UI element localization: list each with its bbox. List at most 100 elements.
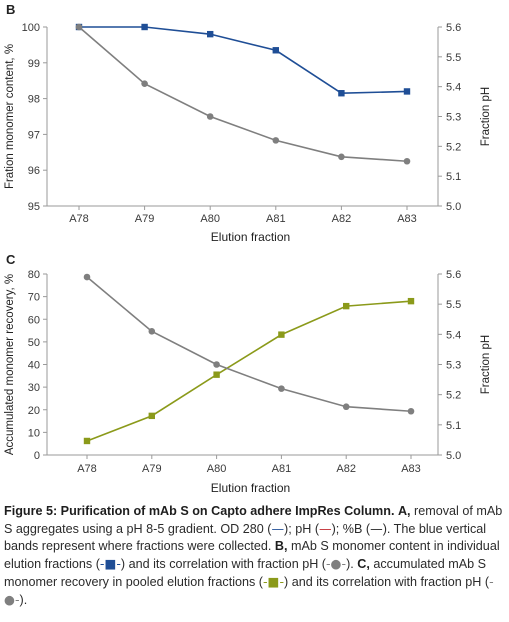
panel-c-series-1-point bbox=[213, 371, 220, 378]
panel-c-series-1-point bbox=[148, 412, 155, 420]
panel-c-right-tick-label: 5.4 bbox=[446, 329, 461, 341]
panel-b-left-tick-label: 99 bbox=[28, 58, 40, 70]
caption-part-b-text2: ) and its correlation with fraction pH ( bbox=[120, 557, 326, 571]
panel-b-series-1-point bbox=[403, 88, 411, 95]
panel-b-x-tick-label: A79 bbox=[135, 213, 155, 225]
panel-c-left-tick-label: 40 bbox=[28, 360, 40, 372]
pctb-dash: — bbox=[370, 521, 383, 536]
panel-b-series-2-point bbox=[141, 80, 148, 87]
panel-b-series-2-point bbox=[403, 157, 411, 165]
panel-b-left-tick-label: 96 bbox=[28, 165, 40, 177]
caption-part-a-label: A, bbox=[397, 504, 411, 518]
panel-c-x-axis-title: Elution fraction bbox=[211, 481, 290, 495]
caption-part-b-text3: ). bbox=[346, 557, 354, 571]
panel-b-series-2-line bbox=[78, 26, 408, 163]
caption-title: Figure 5: Purification of mAb S on Capto… bbox=[4, 504, 395, 518]
panel-b-right-tick-label: 5.1 bbox=[446, 171, 461, 183]
panel-c-left-tick-label: 70 bbox=[28, 292, 40, 304]
panel-c-series-2-point bbox=[148, 328, 156, 335]
panel-b-series-1-point bbox=[141, 23, 148, 31]
blue-square-marker-symbol: -■- bbox=[99, 556, 121, 571]
panel-c-right-tick-label: 5.6 bbox=[446, 269, 461, 281]
caption-sep: ); pH ( bbox=[284, 522, 320, 536]
panel-c-right-tick-label: 5.2 bbox=[446, 390, 461, 402]
panel-c-series-1-point bbox=[407, 297, 415, 305]
caption-sep: ). bbox=[382, 522, 391, 536]
panel-b-x-axis-title: Elution fraction bbox=[211, 230, 290, 244]
panel-c-x-tick-label: A79 bbox=[142, 463, 162, 475]
panel-c-right-tick-label: 5.1 bbox=[446, 420, 461, 432]
caption-part-c-label: C, bbox=[357, 557, 370, 571]
figure-caption: Figure 5: Purification of mAb S on Capto… bbox=[4, 503, 505, 609]
panel-b-series-1-line bbox=[79, 26, 408, 95]
panel-b-right-tick-label: 5.3 bbox=[446, 112, 461, 124]
panel-c-x-tick-label: A81 bbox=[272, 463, 292, 475]
panel-c-left-tick-label: 10 bbox=[28, 427, 40, 439]
panel-c-left-axis-title: Accumulated monomer recovery, % bbox=[4, 274, 16, 455]
panel-b-left-tick-label: 98 bbox=[28, 94, 40, 106]
caption-part-a-text: removal of mAb S aggregates using a pH 8… bbox=[4, 504, 503, 536]
panel-b-left-tick-label: 95 bbox=[28, 201, 40, 213]
caption-part-c-text3: ). bbox=[19, 593, 28, 607]
panel-c-left-tick-label: 80 bbox=[28, 269, 40, 281]
panel-c-right-axis-title: Fraction pH bbox=[480, 335, 492, 394]
panel-c-left-tick-label: 0 bbox=[34, 450, 40, 462]
panel-c-x-tick-label: A82 bbox=[336, 463, 356, 475]
panel-b-right-tick-label: 5.0 bbox=[446, 201, 461, 213]
panel-b-left-tick-label: 97 bbox=[28, 129, 40, 141]
panel-b-left-axis-title: Fration monomer content, % bbox=[4, 44, 16, 189]
panel-c-x-tick-label: A83 bbox=[401, 463, 421, 475]
caption-part-c-text: accumulated mAb S monomer recovery in po… bbox=[4, 557, 487, 589]
grey-circle-marker-symbol: -●- bbox=[4, 574, 494, 607]
panel-b-series-1-point bbox=[272, 47, 279, 54]
panel-b-x-tick-label: A82 bbox=[332, 213, 352, 225]
panel-c-right-tick-label: 5.3 bbox=[446, 360, 461, 372]
panel-b-series-1-point bbox=[207, 30, 214, 38]
panel-b-right-tick-label: 5.5 bbox=[446, 52, 461, 64]
panel-c-series-2-point bbox=[83, 273, 91, 281]
panel-b-series-2-point bbox=[272, 137, 280, 144]
panel-b-series-1-point bbox=[338, 90, 345, 97]
panel-c-series-2-point bbox=[342, 403, 350, 411]
panel-c-right-tick-label: 5.5 bbox=[446, 299, 461, 311]
panel-c-left-tick-label: 30 bbox=[28, 382, 40, 394]
ph-dash: — bbox=[319, 521, 332, 536]
panel-b-right-tick-label: 5.2 bbox=[446, 141, 461, 153]
panel-c-left-tick-label: 60 bbox=[28, 314, 40, 326]
panel-c-left-tick-label: 20 bbox=[28, 405, 40, 417]
panel-b-series-2-point bbox=[338, 153, 345, 161]
panel-c-series-1-point bbox=[343, 302, 350, 310]
panel-b-x-tick-label: A78 bbox=[69, 213, 89, 225]
panel-b-series-2-point bbox=[75, 23, 83, 31]
panel-b-right-tick-label: 5.4 bbox=[446, 82, 461, 94]
panel-c-series-2-point bbox=[213, 361, 220, 368]
panel-b-label: B bbox=[6, 2, 15, 17]
panel-b-x-tick-label: A81 bbox=[266, 213, 286, 225]
panel-c-right-tick-label: 5.0 bbox=[446, 450, 461, 462]
od280-dash: — bbox=[271, 521, 285, 536]
caption-part-b-label: B, bbox=[274, 539, 288, 553]
panel-c-x-tick-label: A78 bbox=[77, 463, 97, 475]
panel-c-series-2-point bbox=[278, 385, 285, 392]
panel-c-label: C bbox=[6, 252, 16, 267]
panel-c-x-tick-label: A80 bbox=[207, 463, 227, 475]
caption-part-c-text2: ) and its correlation with fraction pH ( bbox=[284, 575, 490, 589]
panel-b-x-tick-label: A80 bbox=[200, 213, 220, 225]
panel-b-left-tick-label: 100 bbox=[22, 22, 40, 34]
panel-b-right-tick-label: 5.6 bbox=[446, 22, 461, 34]
panel-c-series-1-point bbox=[278, 331, 285, 338]
panel-c-series-2-line bbox=[86, 276, 412, 413]
grey-circle-marker-symbol: -●- bbox=[326, 556, 347, 571]
panel-c-left-tick-label: 50 bbox=[28, 337, 40, 349]
panel-b-x-tick-label: A83 bbox=[397, 213, 417, 225]
panel-c-series-1-line bbox=[86, 300, 412, 442]
panel-c-series-1-point bbox=[83, 437, 91, 445]
panel-b-right-axis-title: Fraction pH bbox=[480, 87, 492, 146]
panel-b-series-2-point bbox=[206, 113, 214, 120]
green-square-marker-symbol: -■- bbox=[263, 574, 284, 589]
caption-bands-text: The blue vertical bands represent where … bbox=[4, 522, 487, 553]
panel-c-series-2-point bbox=[407, 407, 415, 415]
caption-sep: ); %B ( bbox=[331, 522, 371, 536]
caption-part-b-text: mAb S monomer content in individual elut… bbox=[4, 539, 500, 571]
